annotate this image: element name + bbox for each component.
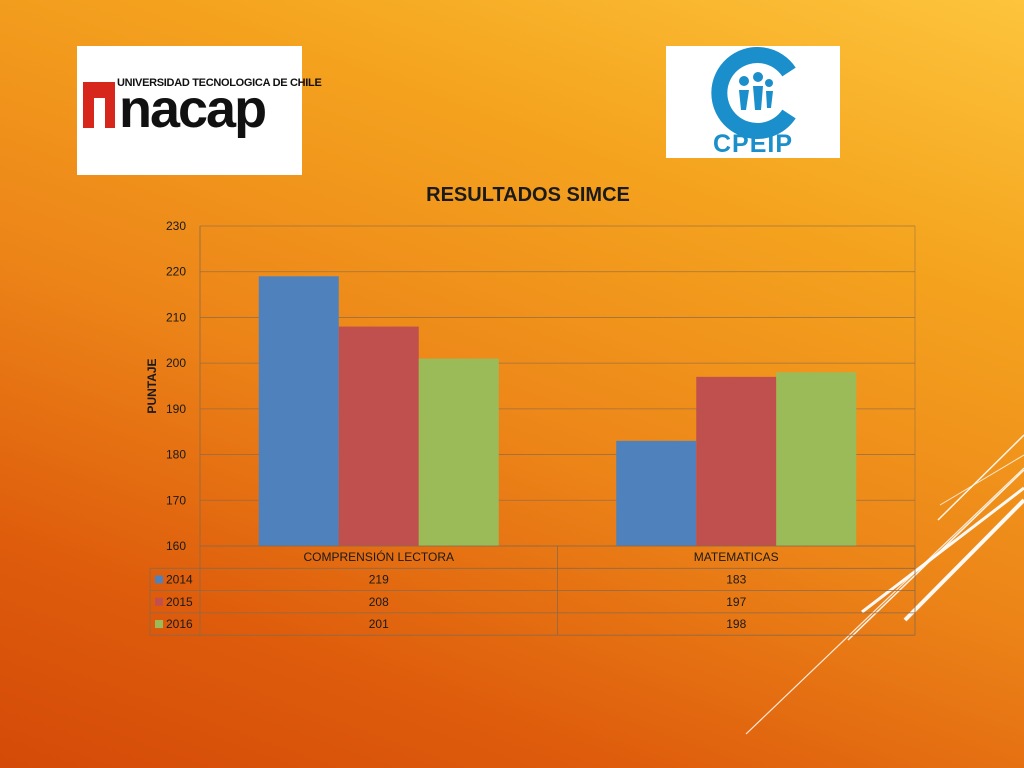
data-label: 197 <box>726 595 746 609</box>
category-label: COMPRENSIÓN LECTORA <box>304 549 454 564</box>
bars <box>258 276 857 546</box>
y-tick-label: 180 <box>166 448 186 462</box>
y-tick-label: 190 <box>166 402 186 416</box>
inacap-tagline: UNIVERSIDAD TECNOLOGICA DE CHILE <box>117 77 322 89</box>
y-tick-labels: 160 170 180 190 200 210 220 230 <box>166 219 186 553</box>
data-label: 201 <box>369 617 389 631</box>
bar-2016-1 <box>776 372 857 546</box>
bar-2015-1 <box>696 376 777 546</box>
legend-swatch-2015 <box>155 597 163 606</box>
cpeip-wordmark: CPEIP <box>712 130 794 158</box>
bar-2016-0 <box>418 358 499 546</box>
chart-title: RESULTADOS SIMCE <box>426 184 630 206</box>
legend-label: 2014 <box>166 572 193 586</box>
legend-swatch-2014 <box>155 575 163 584</box>
data-label: 198 <box>726 617 746 631</box>
y-tick-label: 230 <box>166 219 186 233</box>
y-tick-label: 200 <box>166 356 186 370</box>
bar-2014-0 <box>258 276 339 546</box>
inacap-logo: UNIVERSIDAD TECNOLOGICA DE CHILE nacap <box>77 46 322 175</box>
inacap-logo-mark <box>83 82 115 128</box>
legend-label: 2016 <box>166 617 193 631</box>
data-label: 208 <box>369 595 389 609</box>
y-tick-label: 220 <box>166 265 186 279</box>
inacap-wordmark: nacap <box>119 79 267 139</box>
cpeip-emblem <box>711 47 796 139</box>
bar-2014-1 <box>616 440 697 546</box>
y-axis-label: PUNTAJE <box>145 358 159 413</box>
bar-2015-0 <box>338 326 419 546</box>
data-label: 183 <box>726 572 746 586</box>
cpeip-logo: CPEIP <box>666 46 840 158</box>
y-tick-label: 170 <box>166 493 186 507</box>
y-tick-label: 210 <box>166 310 186 324</box>
data-table: COMPRENSIÓN LECTORA MATEMATICAS 2014 219 183… <box>149 545 916 636</box>
y-tick-label: 160 <box>166 539 186 553</box>
category-label: MATEMATICAS <box>694 550 779 564</box>
legend-label: 2015 <box>166 595 193 609</box>
data-label: 219 <box>369 572 389 586</box>
legend-swatch-2016 <box>155 620 163 629</box>
